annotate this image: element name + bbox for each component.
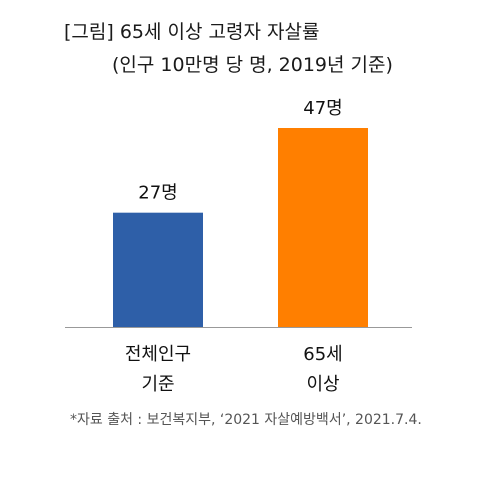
source-note: *자료 출처 : 보건복지부, ‘2021 자살예방백서’, 2021.7.4. bbox=[70, 412, 422, 428]
bar-2 bbox=[278, 128, 368, 327]
bar-1 bbox=[113, 212, 203, 327]
chart-title: [그림] 65세 이상 고령자 자살률 bbox=[64, 21, 320, 43]
chart-subtitle: (인구 10만명 당 명, 2019년 기준) bbox=[112, 54, 393, 76]
category-label-line: 기준 bbox=[141, 374, 175, 395]
category-label-line: 전체인구 bbox=[124, 344, 192, 365]
category-label-line: 65세 bbox=[303, 344, 343, 365]
data-label-1: 27명 bbox=[138, 183, 177, 204]
category-label-line: 이상 bbox=[306, 374, 340, 395]
bar-chart: 27명 47명 bbox=[65, 98, 412, 328]
data-label-2: 47명 bbox=[303, 98, 342, 119]
